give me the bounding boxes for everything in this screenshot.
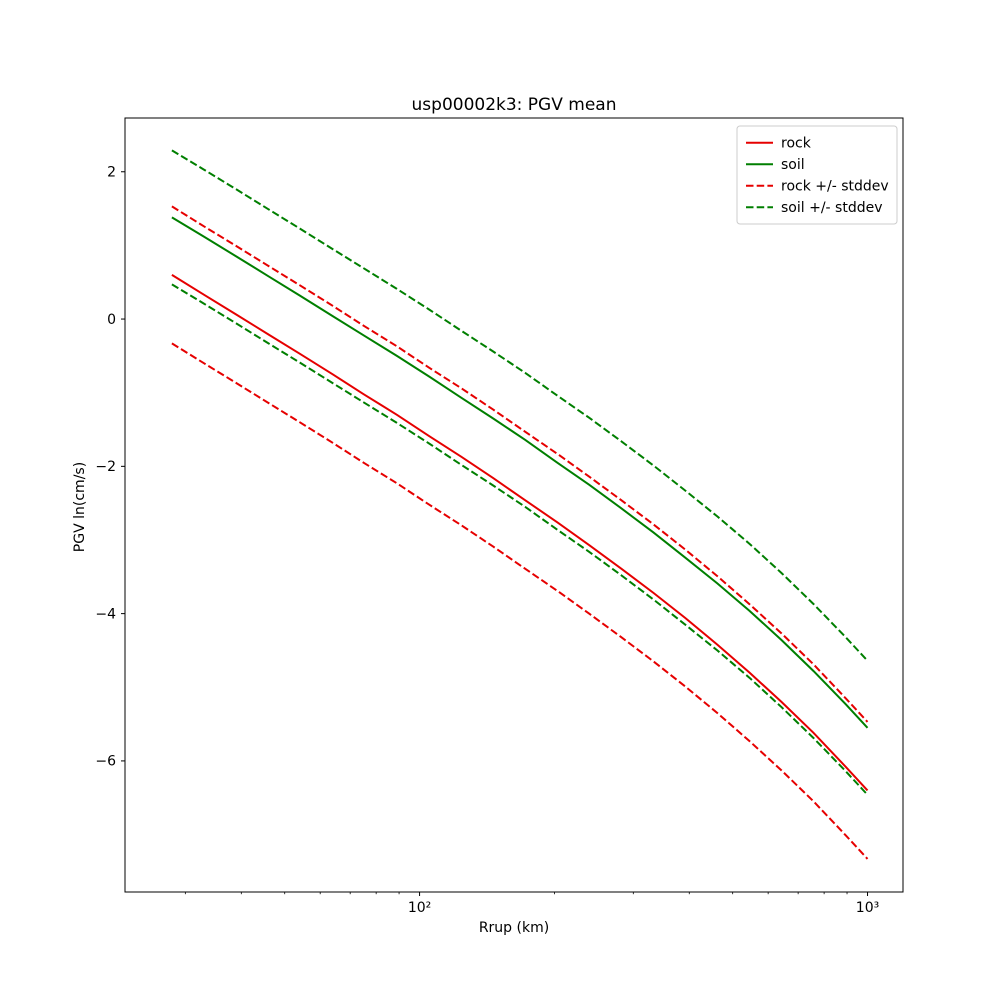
y-tick-label: −6	[95, 754, 116, 770]
y-tick-label: −2	[95, 459, 116, 475]
y-axis-label: PGV ln(cm/s)	[72, 462, 88, 552]
axes-frame	[124, 117, 904, 893]
series-line-soil-stddev	[171, 149, 869, 662]
y-tick-label: −4	[95, 606, 116, 622]
legend-entry-label: soil	[781, 157, 805, 173]
series-line-soil-stddev	[171, 283, 869, 796]
x-axis-label: Rrup (km)	[479, 920, 549, 936]
x-tick-label: 10²	[408, 900, 431, 916]
series-line-rock-stddev	[171, 205, 869, 723]
x-tick-label: 10³	[856, 900, 879, 916]
y-tick-label: 0	[107, 312, 116, 328]
legend-entry-label: rock	[781, 136, 812, 152]
series-line-rock-stddev	[171, 342, 869, 860]
chart-title: usp00002k3: PGV mean	[412, 95, 617, 115]
legend-entry-label: rock +/- stddev	[781, 179, 889, 195]
legend-box	[736, 125, 898, 225]
legend-entry-label: soil +/- stddev	[781, 200, 883, 216]
series-line-soil	[171, 216, 869, 729]
series-line-rock	[171, 274, 869, 792]
y-tick-label: 2	[107, 165, 116, 181]
legend: rock soil rock +/- stddev soil +/- stddev	[736, 125, 898, 225]
